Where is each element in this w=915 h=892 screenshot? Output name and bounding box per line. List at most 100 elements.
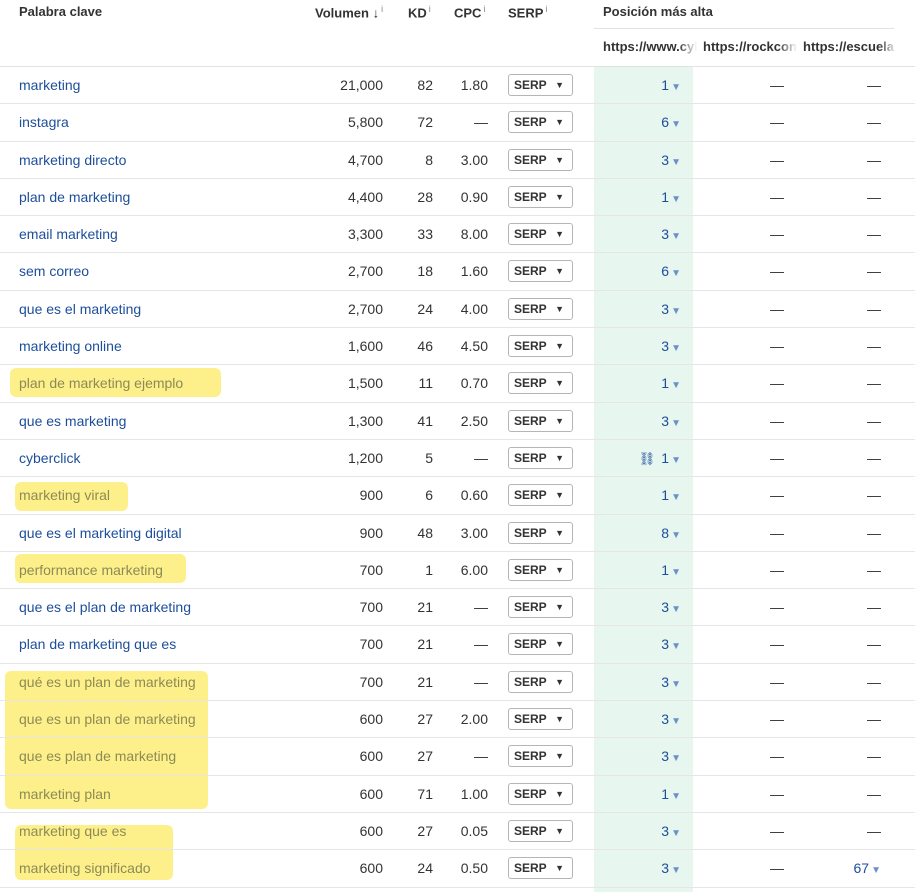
position-value[interactable]: 3 ▼ bbox=[661, 216, 681, 253]
serp-column-header[interactable]: SERP i bbox=[508, 4, 547, 20]
caret-down-icon: ▼ bbox=[555, 714, 564, 725]
kd-value: 18 bbox=[417, 263, 433, 280]
keyword-link[interactable]: sem correo bbox=[19, 263, 90, 280]
keyword-link[interactable]: que es el plan de marketing bbox=[19, 599, 191, 616]
volume-value: 2,700 bbox=[347, 300, 383, 317]
keyword-link[interactable]: marketing viral bbox=[19, 487, 111, 504]
serp-button[interactable]: SERP ▼ bbox=[508, 446, 573, 469]
position-value[interactable]: 3 ▼ bbox=[661, 738, 681, 775]
caret-down-icon: ▼ bbox=[871, 865, 881, 877]
serp-button[interactable]: SERP ▼ bbox=[508, 484, 573, 507]
position-value[interactable]: 1 ▼ bbox=[661, 552, 681, 589]
position-value[interactable]: 3 ▼ bbox=[661, 291, 681, 328]
serp-button[interactable]: SERP ▼ bbox=[508, 857, 573, 880]
keyword-link[interactable]: marketing directo bbox=[19, 151, 127, 168]
position-number: 3 bbox=[661, 412, 670, 429]
serp-button[interactable]: SERP ▼ bbox=[508, 558, 573, 581]
position-value-site-3: — bbox=[867, 253, 881, 290]
top-position-column-highlight bbox=[594, 66, 693, 892]
serp-button[interactable]: SERP ▼ bbox=[508, 372, 573, 395]
position-value[interactable]: 1 ▼ bbox=[661, 477, 681, 514]
position-value[interactable]: 3 ▼ bbox=[661, 626, 681, 663]
keyword-link[interactable]: que es un plan de marketing bbox=[19, 711, 196, 728]
position-number: — bbox=[867, 561, 881, 578]
keyword-link[interactable]: que es marketing bbox=[19, 412, 127, 429]
keyword-link[interactable]: plan de marketing ejemplo bbox=[19, 375, 184, 392]
caret-down-icon: ▼ bbox=[555, 266, 564, 277]
volume-value: 700 bbox=[359, 636, 383, 653]
serp-button[interactable]: SERP ▼ bbox=[508, 521, 573, 544]
serp-button[interactable]: SERP ▼ bbox=[508, 223, 573, 246]
caret-down-icon: ▼ bbox=[555, 378, 564, 389]
serp-button-label: SERP bbox=[514, 861, 547, 876]
keyword-link[interactable]: performance marketing bbox=[19, 561, 163, 578]
serp-button[interactable]: SERP ▼ bbox=[508, 74, 573, 96]
serp-button[interactable]: SERP ▼ bbox=[508, 670, 573, 693]
position-value[interactable]: 1 ▼ bbox=[661, 179, 681, 216]
position-value[interactable]: 3 ▼ bbox=[661, 701, 681, 738]
keyword-link[interactable]: cyberclick bbox=[19, 449, 81, 466]
volume-value: 1,200 bbox=[347, 449, 383, 466]
position-value[interactable]: 3 ▼ bbox=[661, 589, 681, 626]
keyword-link[interactable]: marketing online bbox=[19, 338, 122, 355]
cpc-value: 8.00 bbox=[460, 226, 488, 243]
position-value-site-3: — bbox=[867, 738, 881, 775]
kd-value: 27 bbox=[417, 748, 433, 765]
cpc-column-header[interactable]: CPC i bbox=[454, 4, 485, 20]
position-value-site-2: — bbox=[770, 711, 784, 728]
serp-button[interactable]: SERP ▼ bbox=[508, 708, 573, 731]
serp-button[interactable]: SERP ▼ bbox=[508, 335, 573, 358]
serp-button-label: SERP bbox=[514, 786, 547, 801]
keyword-link[interactable]: qué es un plan de marketing bbox=[19, 673, 196, 690]
keyword-link[interactable]: que es el marketing bbox=[19, 300, 142, 317]
serp-button[interactable]: SERP ▼ bbox=[508, 185, 573, 208]
position-value[interactable]: 3 ▼ bbox=[661, 328, 681, 365]
keyword-link[interactable]: marketing significado bbox=[19, 860, 151, 877]
position-value[interactable]: 3 ▼ bbox=[661, 813, 681, 850]
serp-button[interactable]: SERP ▼ bbox=[508, 745, 573, 768]
site-column-header-1[interactable]: https://www.cyberclick.es bbox=[603, 39, 697, 54]
position-value[interactable]: 6 ▼ bbox=[661, 253, 681, 290]
keyword-link[interactable]: marketing bbox=[19, 77, 81, 93]
volume-column-header[interactable]: Volumen ↓ i bbox=[315, 4, 383, 20]
serp-button[interactable]: SERP ▼ bbox=[508, 596, 573, 619]
position-value[interactable]: 6 ▼ bbox=[661, 104, 681, 141]
caret-down-icon: ▼ bbox=[671, 641, 681, 653]
position-value-site-2: — bbox=[770, 487, 784, 504]
keyword-link[interactable]: que es el marketing digital bbox=[19, 524, 182, 541]
keyword-link[interactable]: que es plan de marketing bbox=[19, 748, 177, 765]
position-value[interactable]: 1 ▼ bbox=[661, 776, 681, 813]
position-value[interactable]: 1 ▼ bbox=[661, 67, 681, 104]
position-value[interactable]: 8 ▼ bbox=[661, 515, 681, 552]
position-value[interactable]: 3 ▼ bbox=[661, 403, 681, 440]
serp-button[interactable]: SERP ▼ bbox=[508, 819, 573, 842]
position-value[interactable]: 3 ▼ bbox=[661, 142, 681, 179]
serp-button-label: SERP bbox=[514, 78, 547, 92]
site-column-header-3[interactable]: https://escuela bbox=[803, 39, 895, 54]
serp-button[interactable]: SERP ▼ bbox=[508, 297, 573, 320]
keyword-link[interactable]: plan de marketing bbox=[19, 188, 131, 205]
site-column-header-2[interactable]: https://rockcontent.com bbox=[703, 39, 797, 54]
volume-value: 600 bbox=[359, 748, 383, 765]
position-value[interactable]: ⛓ 1 ▼ bbox=[639, 440, 681, 477]
table-row: que es el plan de marketing 700 21— SERP ▼ 3 ▼… bbox=[0, 589, 915, 627]
serp-button[interactable]: SERP ▼ bbox=[508, 782, 573, 805]
keyword-link[interactable]: marketing que es bbox=[19, 822, 127, 839]
position-value[interactable]: 1 ▼ bbox=[661, 365, 681, 402]
keyword-link[interactable]: plan de marketing que es bbox=[19, 636, 177, 653]
caret-down-icon: ▼ bbox=[555, 341, 564, 352]
serp-button[interactable]: SERP ▼ bbox=[508, 148, 573, 171]
position-value[interactable]: 3 ▼ bbox=[661, 664, 681, 701]
serp-button[interactable]: SERP ▼ bbox=[508, 409, 573, 432]
position-value-site-3[interactable]: 67 ▼ bbox=[854, 850, 881, 887]
keyword-column-header[interactable]: Palabra clave bbox=[19, 4, 102, 19]
highlight-mark bbox=[10, 368, 221, 397]
kd-column-header[interactable]: KD i bbox=[408, 4, 431, 20]
position-value[interactable]: 3 ▼ bbox=[661, 850, 681, 887]
keyword-link[interactable]: marketing plan bbox=[19, 785, 111, 802]
keyword-link[interactable]: instagra bbox=[19, 114, 69, 131]
serp-button[interactable]: SERP ▼ bbox=[508, 111, 573, 134]
serp-button[interactable]: SERP ▼ bbox=[508, 633, 573, 656]
keyword-link[interactable]: email marketing bbox=[19, 226, 118, 243]
serp-button[interactable]: SERP ▼ bbox=[508, 260, 573, 283]
